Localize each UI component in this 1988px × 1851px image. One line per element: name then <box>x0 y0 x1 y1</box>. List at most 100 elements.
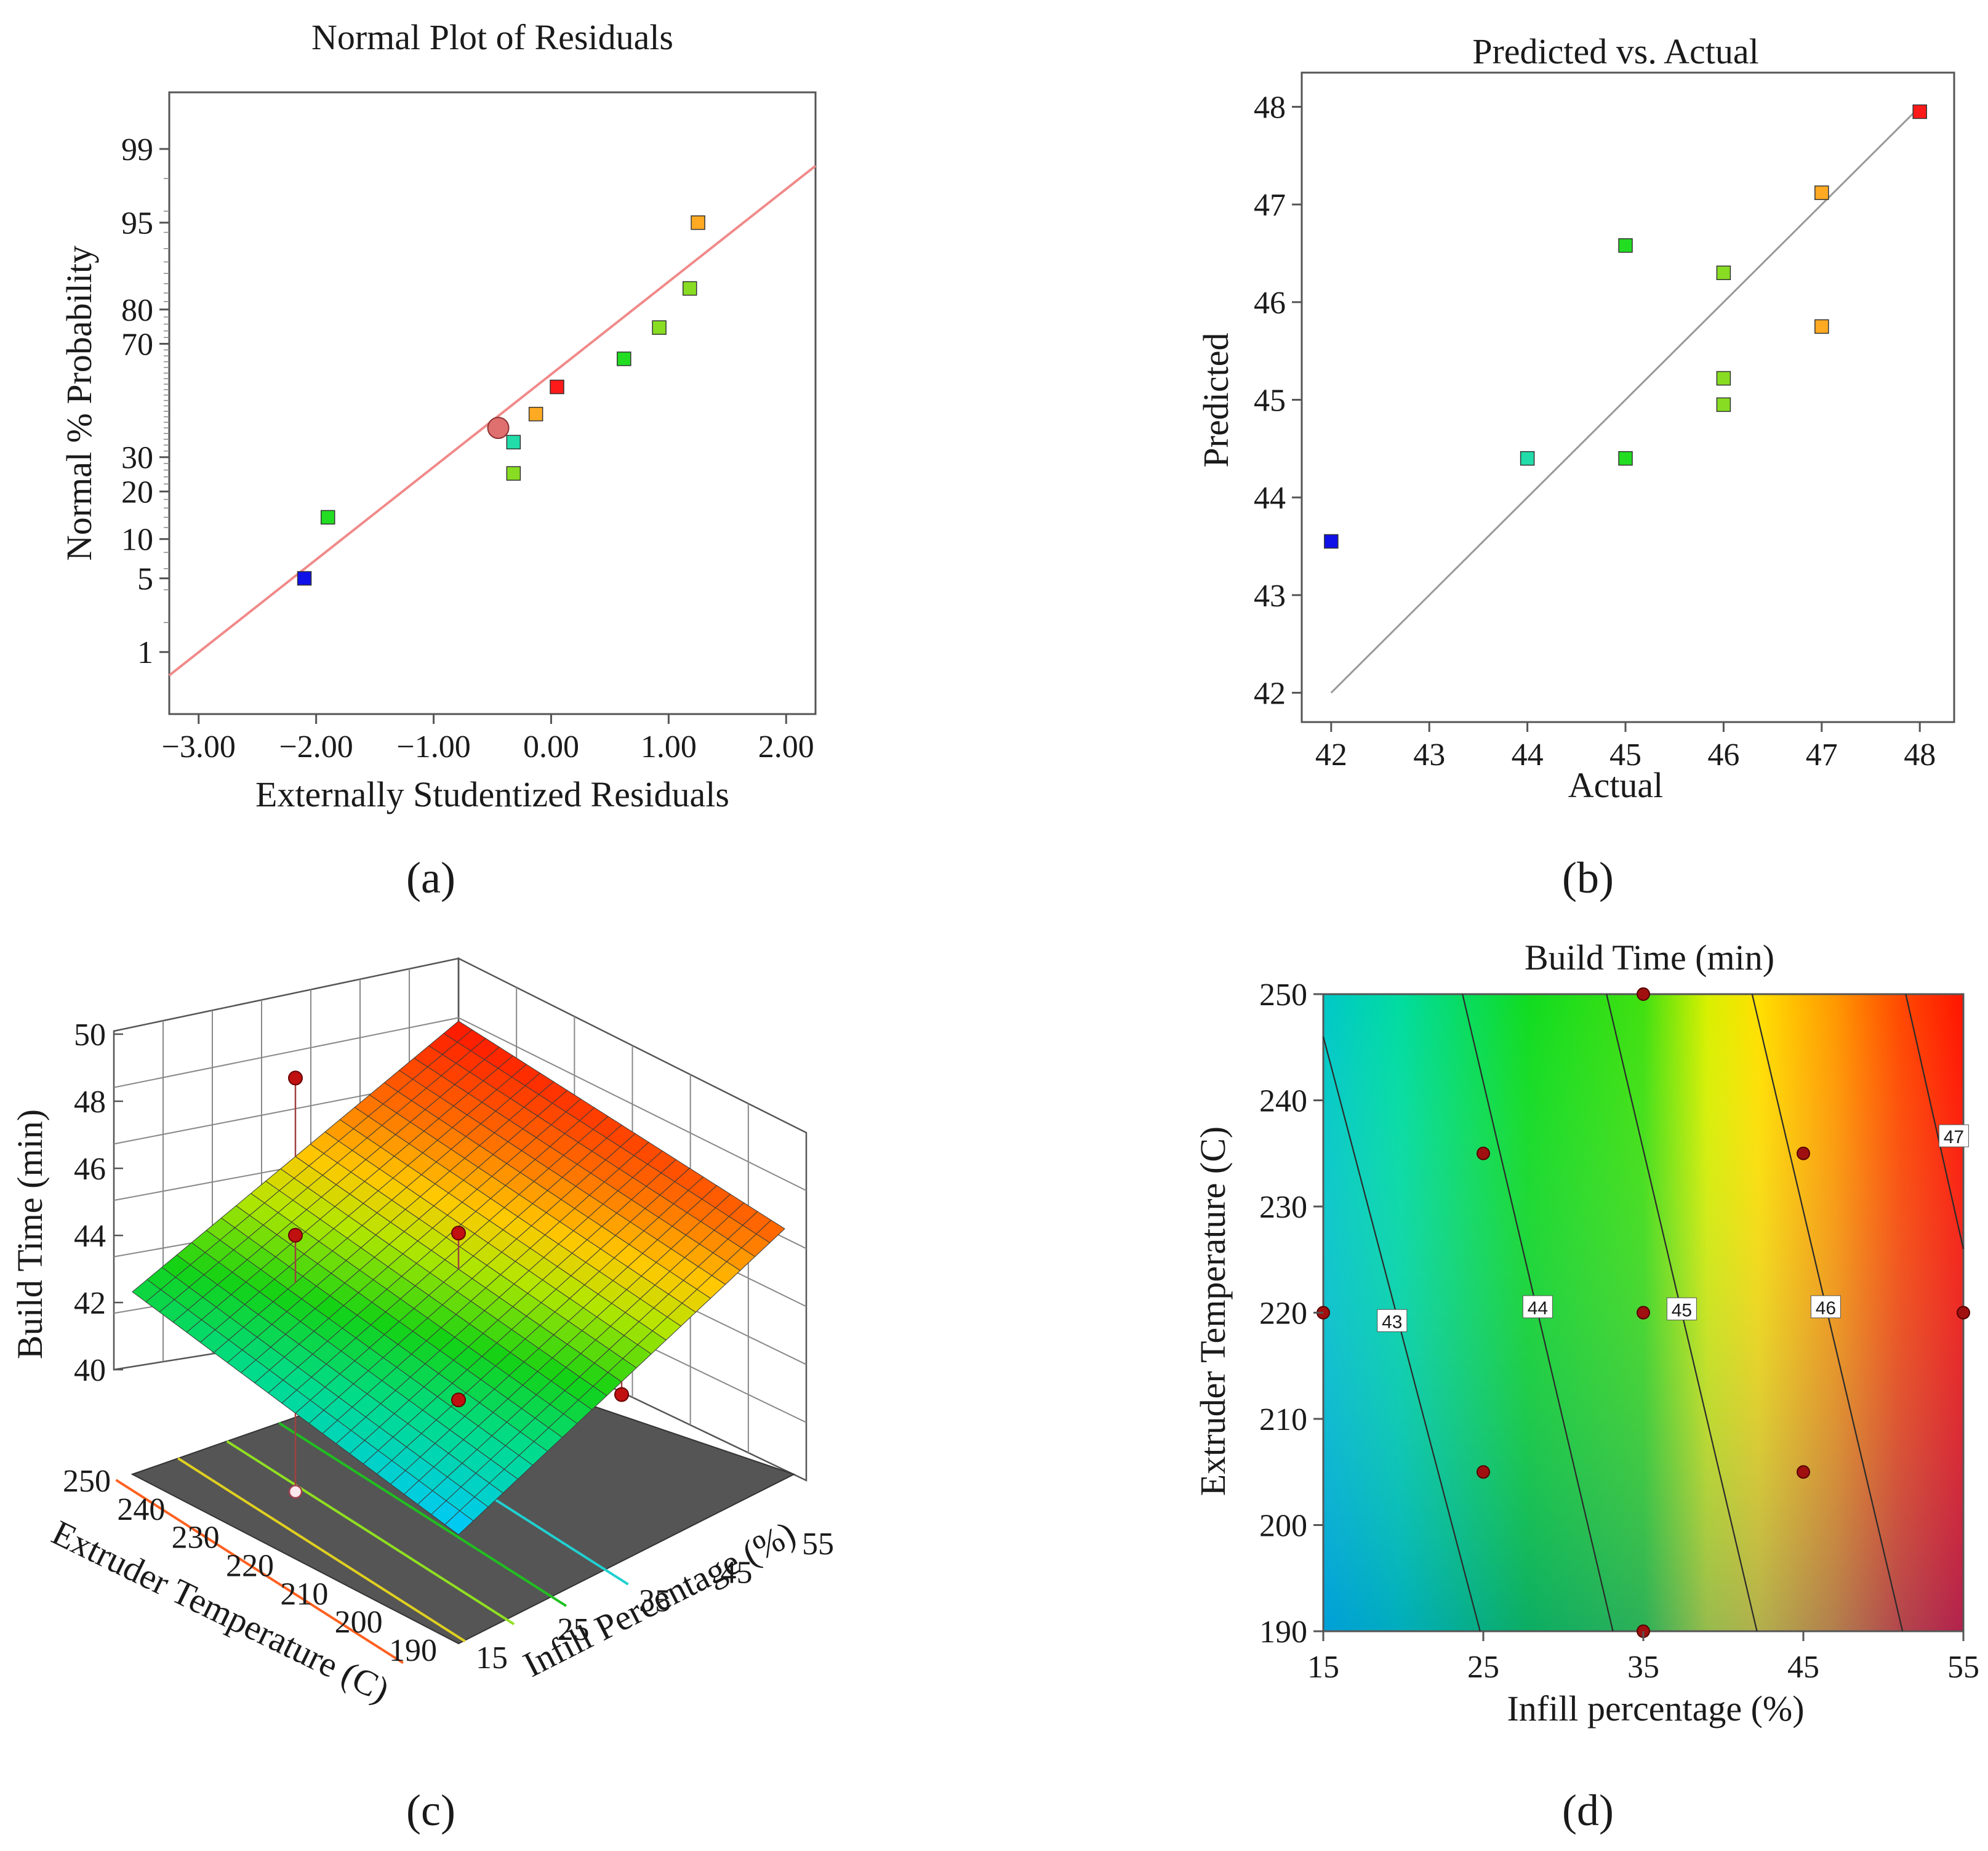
contour-label: 45 <box>1672 1300 1692 1320</box>
wall-gridline <box>113 1017 807 1192</box>
data-point <box>550 379 564 395</box>
x-tick-label: −3.00 <box>162 729 236 765</box>
y-tick-label: 15 <box>476 1640 508 1676</box>
panel-a-normal-plot: Normal Plot of Residuals Externally Stud… <box>59 17 817 902</box>
x-tick-label: 2.00 <box>758 729 814 765</box>
design-points <box>288 1070 629 1499</box>
floor-contour-line <box>278 1422 567 1607</box>
design-point <box>1477 1146 1490 1160</box>
z-tick-label: 46 <box>74 1152 106 1187</box>
x-tick-label: 46 <box>1707 737 1739 773</box>
x-tick-label: −2.00 <box>279 729 353 765</box>
data-point <box>1912 104 1927 119</box>
chart-title: Predicted vs. Actual <box>1472 31 1759 71</box>
contour-line <box>1322 1036 1481 1632</box>
x-tick-label: 240 <box>117 1492 165 1527</box>
y-axis-minor-ticks <box>164 178 169 624</box>
z-tick-label: 44 <box>74 1219 106 1254</box>
reference-line <box>1330 106 1921 694</box>
chart-title: Normal Plot of Residuals <box>311 17 673 57</box>
x-axis-label: Externally Studentized Residuals <box>255 774 729 814</box>
y-tick-label: 210 <box>1259 1402 1307 1437</box>
contour-label: 46 <box>1816 1298 1836 1319</box>
y-tick-label: 200 <box>1259 1509 1307 1544</box>
design-point <box>1637 987 1650 1001</box>
design-point <box>288 1070 303 1086</box>
data-point <box>682 281 697 296</box>
y-tick-label: 70 <box>121 327 153 362</box>
data-point <box>506 466 521 481</box>
data-point <box>1716 265 1731 280</box>
z-axis-label: Build Time (min) <box>10 1109 50 1359</box>
design-point <box>614 1387 629 1402</box>
y-tick-label: 55 <box>802 1527 834 1562</box>
x-tick-label: 230 <box>172 1520 220 1556</box>
y-axis-label: Predicted <box>1196 332 1236 467</box>
y-tick-label: 47 <box>1254 188 1286 223</box>
contour-label-box <box>1377 1309 1408 1332</box>
contour-label-box <box>1666 1297 1697 1320</box>
y-tick-label: 25 <box>558 1612 590 1647</box>
y-tick-label: 43 <box>1254 579 1286 614</box>
y-tick-label: 44 <box>1254 481 1286 516</box>
floor-contour-line <box>177 1457 466 1642</box>
x-axis-label: Infill percentage (%) <box>1507 1688 1804 1729</box>
x-tick-label: 55 <box>1947 1650 1979 1685</box>
design-point <box>1797 1146 1810 1160</box>
contour-label-box <box>1522 1295 1553 1319</box>
x-tick-label: 220 <box>226 1549 274 1584</box>
z-tick-label: 48 <box>74 1085 106 1120</box>
data-point <box>1618 238 1633 253</box>
panel-d-contour: Build Time (min) Infill percentage (%) E… <box>1193 938 1979 1835</box>
data-point <box>1716 397 1731 412</box>
y-tick-label: 42 <box>1254 676 1286 711</box>
design-point <box>1477 1465 1490 1479</box>
y-tick-label: 95 <box>121 206 153 241</box>
contour-label: 43 <box>1382 1312 1402 1332</box>
data-point <box>652 320 667 335</box>
y-axis-label: Extruder Temperature (C) <box>1193 1126 1233 1496</box>
data-point <box>1814 185 1829 200</box>
x-tick-label: 44 <box>1512 737 1544 773</box>
chart-title: Build Time (min) <box>1525 938 1774 978</box>
data-point <box>1814 319 1829 334</box>
floor-contour-line <box>115 1479 404 1664</box>
y-tick-label: 45 <box>721 1555 753 1590</box>
x-tick-label: 200 <box>335 1605 383 1640</box>
data-point <box>1324 534 1339 549</box>
y-axis-label: Normal % Probability <box>59 246 99 561</box>
contour-label: 44 <box>1528 1298 1548 1319</box>
data-point <box>617 351 631 366</box>
x-tick-label: 15 <box>1307 1650 1339 1685</box>
x-tick-label: 210 <box>280 1576 328 1612</box>
y-tick-label: 46 <box>1254 286 1286 321</box>
x-tick-label: −1.00 <box>396 729 470 765</box>
data-point <box>1520 451 1535 466</box>
design-point <box>288 1227 303 1243</box>
x-tick-label: 48 <box>1904 737 1936 773</box>
data-point <box>1716 371 1731 386</box>
design-point <box>1637 1306 1650 1320</box>
design-point <box>451 1392 466 1408</box>
panel-label-c: (c) <box>406 1786 455 1835</box>
x-axis-label: Actual <box>1568 765 1664 805</box>
x-tick-label: 45 <box>1787 1650 1819 1685</box>
x-tick-label: 190 <box>389 1633 437 1668</box>
data-point <box>528 406 543 422</box>
plot-frame <box>1301 71 1955 723</box>
x-tick-label: 1.00 <box>641 729 697 765</box>
panel-label-b: (b) <box>1562 853 1614 902</box>
y-tick-label: 190 <box>1259 1615 1307 1650</box>
y-tick-label: 10 <box>121 523 153 558</box>
y-tick-label: 230 <box>1259 1190 1307 1225</box>
y-tick-label: 250 <box>1259 978 1307 1013</box>
y-tick-label: 45 <box>1254 383 1286 418</box>
y-tick-label: 220 <box>1259 1296 1307 1331</box>
plot-frame <box>168 91 817 715</box>
x-tick-label: 25 <box>1467 1650 1499 1685</box>
design-point <box>1957 1306 1970 1320</box>
data-point <box>506 435 521 450</box>
response-surface <box>132 1021 785 1535</box>
y-tick-label: 48 <box>1254 90 1286 126</box>
